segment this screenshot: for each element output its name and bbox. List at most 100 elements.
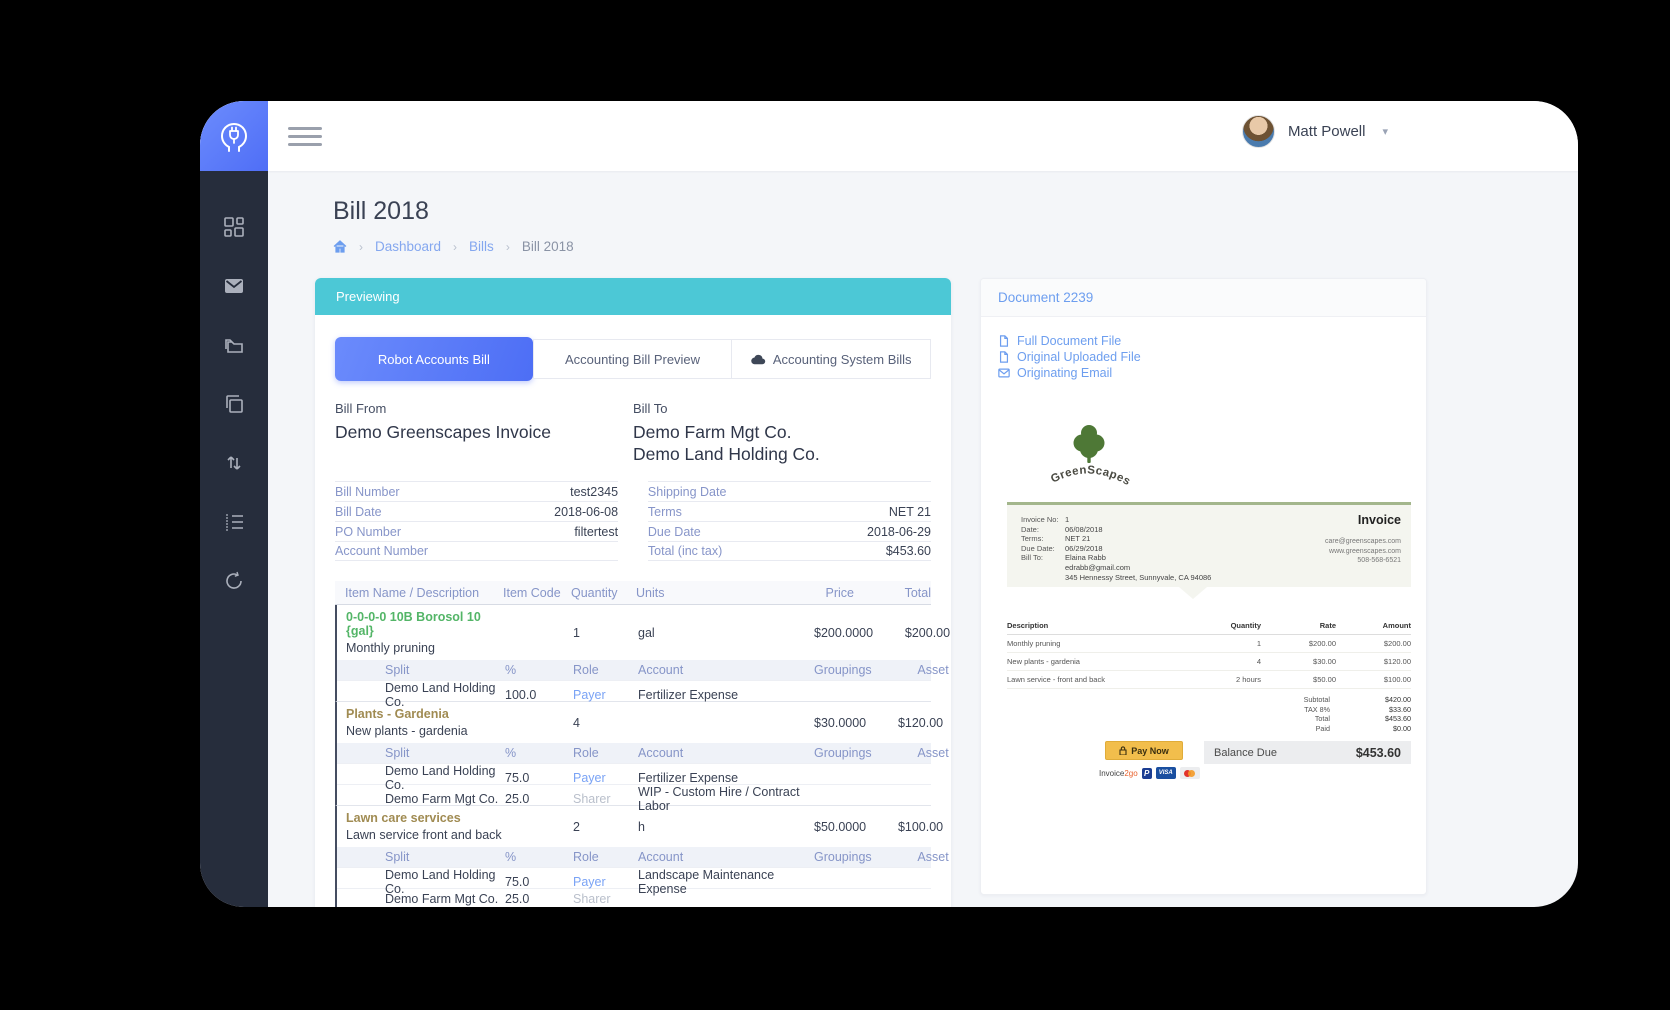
previewing-banner: Previewing (315, 278, 951, 315)
breadcrumb-current: Bill 2018 (521, 239, 574, 254)
ordered-list-icon (226, 514, 243, 531)
bill-tabs: Robot Accounts Bill Accounting Bill Prev… (335, 337, 932, 381)
breadcrumb-separator: › (359, 239, 363, 254)
split-header-row: Split% Role Account Groupings Asset (337, 743, 949, 763)
mail-icon (225, 279, 243, 293)
document-links: Full Document File Original Uploaded Fil… (981, 317, 1426, 381)
up-down-arrows-icon (227, 456, 241, 470)
field-po-number: PO Number filtertest (335, 521, 619, 541)
item-group: Plants - Gardenia New plants - gardenia … (335, 702, 949, 813)
breadcrumb-bills[interactable]: Bills (469, 239, 494, 254)
envelope-icon (998, 368, 1010, 378)
split-row[interactable]: Demo Land Holding Co. 75.0 Payer Landsca… (337, 867, 931, 896)
field-bill-number: Bill Number test2345 (335, 481, 619, 501)
invoice-row: Monthly pruning 1 $200.00 $200.00 (1007, 635, 1411, 653)
invoice-totals: Subtotal $420.00 TAX 8% $33.60 Total $453.6… (1303, 695, 1411, 733)
line-items-table: Item Name / Description Item Code Quanti… (335, 581, 951, 907)
split-row[interactable]: Demo Farm Mgt Co. 25.0 Sharer WIP - Cust… (337, 784, 931, 813)
breadcrumb-separator: › (453, 239, 458, 254)
item-row[interactable]: Lawn care services Lawn service front an… (346, 811, 944, 842)
main-content: Bill 2018 › Dashboard › Bills › Bill 201… (268, 171, 1578, 907)
sidebar-item-sync[interactable] (223, 570, 245, 592)
split-row[interactable]: Demo Farm Mgt Co. 25.0 Sharer (337, 888, 931, 907)
balance-due-label: Balance Due (1214, 746, 1277, 759)
sidebar-item-mail[interactable] (223, 275, 245, 297)
split-header-row: Split% Role Account Groupings Asset (337, 660, 949, 680)
bill-preview-card: Previewing Robot Accounts Bill Accountin… (315, 278, 951, 907)
breadcrumb-dashboard[interactable]: Dashboard (375, 239, 442, 254)
sidebar-item-transfers[interactable] (223, 452, 245, 474)
item-row[interactable]: Plants - Gardenia New plants - gardenia … (346, 707, 944, 738)
app-logo[interactable] (200, 101, 268, 171)
items-header-row: Item Name / Description Item Code Quanti… (335, 581, 931, 605)
menu-toggle-button[interactable] (288, 127, 322, 146)
greenscapes-logo: GreenScapes (1045, 419, 1155, 496)
balance-due-bar: Balance Due $453.60 (1204, 741, 1411, 765)
sync-icon (226, 571, 242, 589)
invoice-divider (1007, 502, 1411, 505)
field-account-number: Account Number (335, 541, 619, 561)
dashboard-grid-icon (224, 217, 244, 237)
balance-due-value: $453.60 (1355, 745, 1401, 760)
document-card: Document 2239 Full Document File Origina… (980, 278, 1427, 895)
lock-icon (1119, 746, 1127, 756)
top-header: Matt Powell ▾ (200, 101, 1578, 171)
split-row[interactable]: Demo Land Holding Co. 75.0 Payer Fertili… (337, 763, 931, 792)
field-bill-date: Bill Date 2018-06-08 (335, 501, 619, 521)
bill-fields-left: Bill Number test2345 Bill Date 2018-06-0… (335, 481, 619, 561)
item-row[interactable]: 0-0-0-0 10B Borosol 10 {gal} Monthly pru… (346, 610, 951, 655)
tab-accounting-bill-preview[interactable]: Accounting Bill Preview (532, 339, 733, 379)
mastercard-icon (1179, 767, 1200, 780)
split-row[interactable]: Demo Land Holding Co. 100.0 Payer Fertil… (337, 680, 931, 709)
page-title: Bill 2018 (333, 197, 429, 225)
invoice-contact: care@greenscapes.com www.greenscapes.com… (1325, 538, 1401, 564)
breadcrumb: › Dashboard › Bills › Bill 2018 (333, 239, 574, 254)
sidebar-item-copies[interactable] (223, 393, 245, 415)
svg-text:GreenScapes: GreenScapes (1049, 464, 1132, 488)
bill-from-name: Demo Greenscapes Invoice (335, 422, 551, 442)
tab-robot-accounts-bill[interactable]: Robot Accounts Bill (335, 337, 533, 381)
visa-icon: VISA (1155, 767, 1176, 780)
copy-icon (226, 395, 243, 413)
head-plug-icon (220, 122, 248, 152)
item-group: 0-0-0-0 10B Borosol 10 {gal} Monthly pru… (335, 605, 951, 709)
sidebar-item-dashboard[interactable] (223, 216, 245, 238)
cloud-icon (751, 354, 766, 364)
invoice-row: New plants - gardenia 4 $30.00 $120.00 (1007, 653, 1411, 671)
invoice-header-paper: Invoice care@greenscapes.com www.greensc… (1007, 505, 1411, 587)
sidebar-item-documents[interactable] (223, 334, 245, 356)
invoice-mini-table: Description Quantity Rate Amount Monthly… (1007, 617, 1411, 689)
field-terms: Terms NET 21 (647, 501, 931, 521)
full-document-file-link[interactable]: Full Document File (998, 333, 1426, 349)
user-name: Matt Powell (1287, 123, 1366, 140)
home-icon[interactable] (333, 240, 347, 253)
original-uploaded-file-link[interactable]: Original Uploaded File (998, 349, 1426, 365)
bill-to: Bill To Demo Farm Mgt Co. Demo Land Hold… (633, 401, 931, 465)
bill-from: Bill From Demo Greenscapes Invoice (335, 401, 633, 465)
invoice-preview[interactable]: GreenScapes Invoice care@greenscapes.com… (1007, 419, 1411, 801)
document-title-link[interactable]: Document 2239 (998, 290, 1094, 305)
paypal-icon: P (1141, 767, 1152, 779)
split-header-row: Split% Role Account Groupings Asset (337, 847, 949, 867)
bill-to-name-1: Demo Farm Mgt Co. (633, 422, 792, 442)
sidebar-item-ordered-list[interactable] (223, 511, 245, 533)
breadcrumb-separator: › (505, 239, 510, 254)
invoice-row: Lawn service - front and back 2 hours $50… (1007, 671, 1411, 689)
pay-now-button[interactable]: Pay Now (1105, 741, 1183, 761)
chevron-down-icon: ▾ (1382, 126, 1388, 138)
app-window: Matt Powell ▾ (200, 101, 1578, 907)
bill-to-name-2: Demo Land Holding Co. (633, 444, 820, 464)
item-group: Lawn care services Lawn service front an… (335, 806, 949, 907)
bill-fields-right: Shipping Date Terms NET 21 Due Date 2018… (647, 481, 931, 561)
field-shipping-date: Shipping Date (647, 481, 931, 501)
document-card-header: Document 2239 (981, 279, 1426, 317)
field-total-inc-tax: Total (inc tax) $453.60 (647, 541, 931, 561)
originating-email-link[interactable]: Originating Email (998, 365, 1426, 381)
sidebar-nav (200, 171, 268, 907)
user-menu[interactable]: Matt Powell ▾ (1241, 115, 1388, 148)
paper-notch (1179, 587, 1207, 599)
tab-accounting-system-bills[interactable]: Accounting System Bills (732, 339, 932, 379)
invoice-title: Invoice (1357, 513, 1401, 527)
invoice2go-brand: Invoice2go P VISA (1099, 767, 1200, 780)
field-due-date: Due Date 2018-06-29 (647, 521, 931, 541)
